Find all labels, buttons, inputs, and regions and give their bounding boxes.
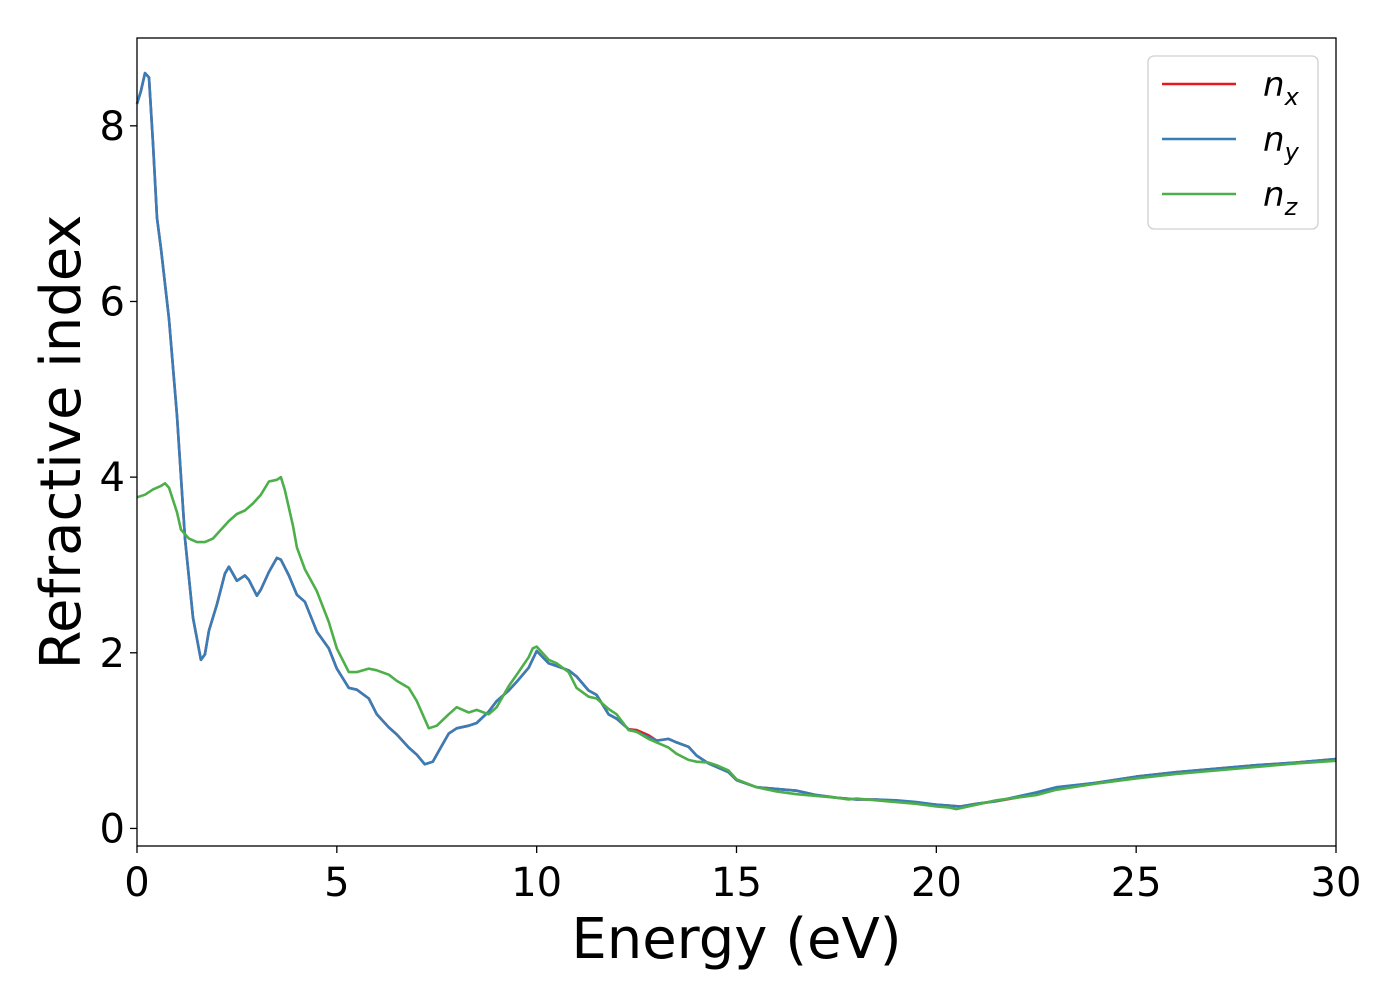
legend-label-nx: nx	[1263, 65, 1300, 111]
x-tick-label: 10	[511, 860, 562, 906]
y-tick-label: 8	[100, 104, 125, 150]
x-axis-title: Energy (eV)	[571, 907, 901, 972]
y-tick-label: 2	[100, 631, 125, 677]
series-group	[135, 71, 1337, 811]
legend-box	[1147, 55, 1319, 230]
plot-frame	[136, 37, 1337, 847]
legend: nx ny nz	[1147, 55, 1319, 230]
x-tick-label: 15	[711, 860, 762, 906]
x-tick-label: 25	[1111, 860, 1162, 906]
legend-label-nz: nz	[1263, 175, 1299, 221]
x-tick-label: 5	[324, 860, 349, 906]
legend-label-ny: ny	[1263, 120, 1300, 166]
series-line-nz	[136, 475, 1337, 811]
x-tick-label: 0	[124, 860, 149, 906]
axes-ticks: 0 5 10 15 20 25 30 0 2 4 6 8	[100, 104, 1362, 906]
y-tick-label: 6	[100, 279, 125, 325]
x-tick-label: 30	[1311, 860, 1362, 906]
y-tick-label: 4	[100, 455, 125, 501]
y-tick-label: 0	[100, 806, 125, 852]
y-axis-title: Refractive index	[29, 215, 94, 670]
x-tick-label: 20	[911, 860, 962, 906]
